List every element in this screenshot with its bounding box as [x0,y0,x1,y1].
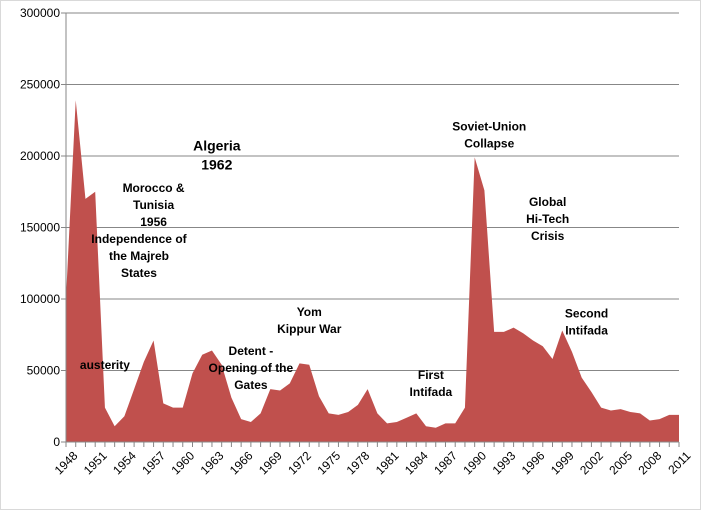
annotation-label: Tunisia [133,198,174,212]
x-tick-label: 1984 [402,448,431,477]
x-tick-label: 1963 [198,448,227,477]
x-tick-label: 1948 [52,448,81,477]
x-tick-label: 1972 [285,448,314,477]
y-tick-label: 50000 [27,364,61,378]
annotation-label: Second [565,307,608,321]
x-tick-label: 1957 [139,448,168,477]
x-tick-label: 1966 [227,448,256,477]
annotation-label: Detent - [229,344,274,358]
x-tick-label: 1990 [460,448,489,477]
x-tick-label: 2011 [665,448,693,476]
annotation-label: Opening of the [209,361,294,375]
annotation-label: First [418,368,444,382]
annotation-label: 1956 [140,215,167,229]
annotation-label: Intifada [410,385,453,399]
annotation-label: austerity [80,358,130,372]
annotation-label: Morocco & [123,181,185,195]
annotation-label: States [121,266,157,280]
x-tick-label: 1987 [431,448,460,477]
annotation-label: Collapse [464,136,514,150]
x-tick-label: 1978 [344,448,373,477]
x-tick-label: 1954 [110,448,139,477]
x-tick-label: 1981 [373,448,402,477]
x-tick-label: 2005 [606,448,635,477]
x-tick-label: 1996 [519,448,548,477]
x-tick-label: 2002 [577,448,606,477]
annotation-label: Algeria [193,137,241,153]
y-tick-label: 250000 [20,78,60,92]
x-tick-label: 1960 [168,448,197,477]
x-tick-label: 1951 [81,448,110,477]
x-tick-label: 1969 [256,448,285,477]
annotation-label: Independence of [91,232,187,246]
area-series [66,100,679,442]
x-tick-label: 1999 [548,448,577,477]
y-tick-label: 200000 [20,149,60,163]
annotation-label: Crisis [531,229,565,243]
y-tick-label: 0 [53,435,60,449]
annotation-label: Global [529,195,566,209]
x-tick-label: 2008 [636,448,665,477]
annotation-label: Yom [297,305,322,319]
annotation-label: the Majreb [109,249,169,263]
annotation-label: Gates [234,378,268,392]
annotation-label: Intifada [565,324,608,338]
x-tick-label: 1975 [314,448,343,477]
annotation-label: Kippur War [277,322,342,336]
x-tick-label: 1993 [490,448,519,477]
y-tick-label: 150000 [20,221,60,235]
annotation-label: 1962 [201,156,232,172]
y-tick-label: 100000 [20,292,60,306]
annotation-label: Hi-Tech [526,212,569,226]
annotation-label: Soviet-Union [452,119,526,133]
y-tick-label: 300000 [20,6,60,20]
